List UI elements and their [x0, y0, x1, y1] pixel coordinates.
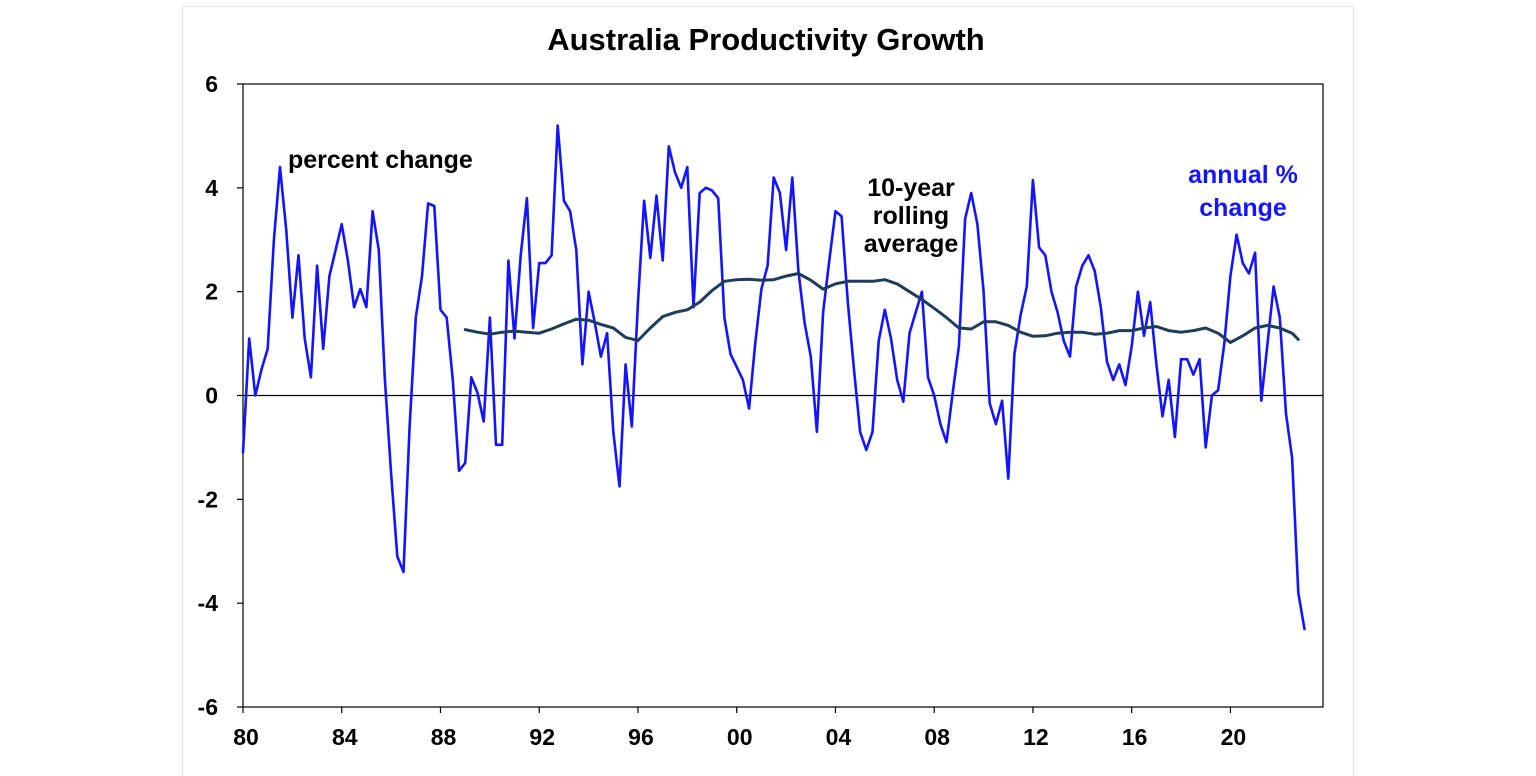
annotation-annual-change-line-1: annual % [1188, 161, 1298, 189]
x-tick-label: 00 [727, 724, 753, 750]
x-axis: 80 84 88 92 96 00 04 08 12 16 20 [233, 707, 1246, 750]
y-axis: -6 -4 -2 0 2 4 6 [198, 71, 243, 720]
x-tick-label: 96 [628, 724, 654, 750]
series-layer [241, 124, 1306, 631]
x-tick-label: 12 [1023, 724, 1049, 750]
x-tick-label: 04 [826, 724, 852, 750]
x-tick-label: 84 [332, 724, 358, 750]
x-tick-label: 92 [529, 724, 555, 750]
annotation-percent-change: percent change [288, 146, 473, 174]
annotation-rolling-average-line-2: rolling [873, 202, 949, 230]
x-tick-label: 08 [924, 724, 950, 750]
annotation-rolling-average-line-1: 10-year [867, 174, 955, 202]
x-tick-label: 80 [233, 724, 259, 750]
series-line-annual-change [241, 124, 1306, 631]
y-tick-label: -2 [198, 486, 218, 512]
y-tick-label: 0 [205, 383, 218, 409]
y-tick-label: -4 [198, 590, 219, 616]
y-tick-label: 4 [205, 175, 218, 201]
x-tick-label: 16 [1122, 724, 1148, 750]
x-tick-label: 20 [1221, 724, 1247, 750]
annotation-annual-change-line-2: change [1199, 194, 1287, 222]
x-tick-label: 88 [431, 724, 457, 750]
chart-title: Australia Productivity Growth [547, 22, 985, 57]
y-tick-label: 6 [205, 71, 218, 97]
annotation-rolling-average-line-3: average [864, 230, 959, 258]
series-line-rolling-average [463, 272, 1300, 344]
y-tick-label: -6 [198, 694, 218, 720]
y-tick-label: 2 [205, 279, 218, 305]
